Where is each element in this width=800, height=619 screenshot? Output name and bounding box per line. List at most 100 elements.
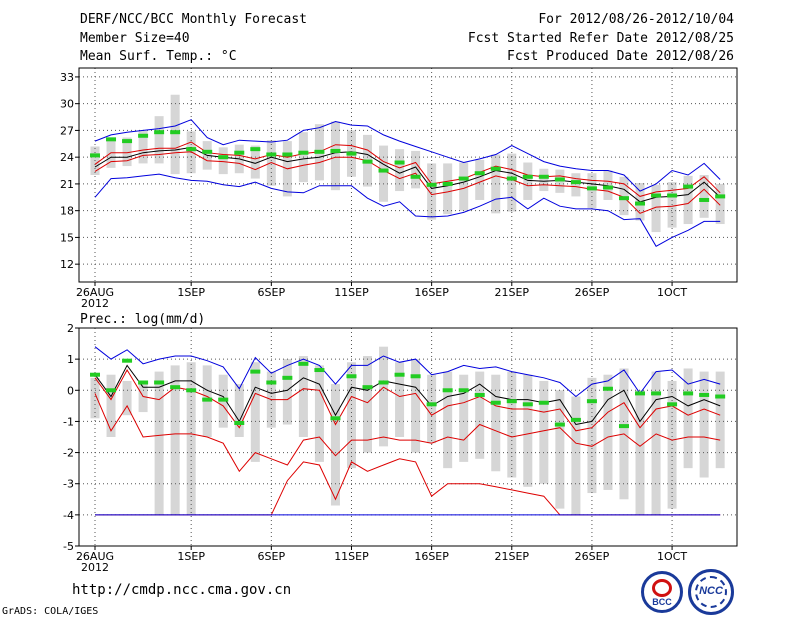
member-size: Member Size=40: [80, 31, 190, 46]
forecast-produced-date: Fcst Produced Date 2012/08/26: [507, 49, 734, 64]
prec-ensemble-median: [602, 386, 613, 391]
temp-ensemble-box: [651, 184, 661, 233]
temp-ensemble-median: [250, 147, 261, 152]
temp-xtick-label: 16SEP: [414, 286, 449, 299]
prec-ensemble-median: [426, 402, 437, 407]
temp-ensemble-median: [234, 150, 245, 155]
prec-ensemble-box: [154, 371, 164, 515]
temp-ensemble-median: [426, 182, 437, 187]
temp-ensemble-median: [266, 152, 277, 157]
temp-ensemble-median: [490, 166, 501, 171]
prec-ensemble-box: [234, 384, 244, 437]
prec-panel: -5 -4 -3 -2 -1 0 1 2 26AUG 1SEP 6SEP 11SEP 16SEP 21SE…: [63, 322, 738, 574]
prec-ensemble-box: [587, 377, 597, 494]
temp-xtick-label: 26AUG: [76, 286, 114, 299]
prec-ytick-label: -4: [63, 509, 74, 522]
prec-ensemble-box: [539, 380, 549, 484]
temp-ensemble-median: [218, 155, 229, 160]
temp-series-mean: [94, 146, 721, 203]
prec-ensemble-median: [106, 388, 117, 393]
temp-ensemble-box: [683, 175, 693, 225]
prec-ensemble-median: [683, 391, 694, 396]
temp-ensemble-median: [282, 152, 293, 157]
forecast-started-date: Fcst Started Refer Date 2012/08/25: [467, 31, 734, 46]
prec-ensemble-median: [506, 399, 517, 404]
temp-ensemble-median: [202, 149, 213, 154]
prec-ensemble-box: [282, 359, 292, 425]
temp-plot-frame: [78, 67, 738, 283]
temp-ensemble-median: [90, 153, 100, 158]
prec-series-upper: [94, 368, 721, 432]
prec-ensemble-median: [570, 417, 581, 422]
prec-ensemble-median: [522, 402, 533, 407]
temp-series-lower: [94, 151, 721, 214]
temp-ytick-label: 18: [60, 205, 74, 218]
temp-ensemble-box: [427, 163, 437, 220]
prec-ensemble-median: [618, 424, 629, 429]
temp-ensemble-box: [475, 159, 485, 200]
temp-ensemble-median: [138, 133, 149, 138]
temp-ytick-label: 12: [60, 258, 74, 271]
temp-ensemble-box: [443, 163, 453, 215]
footer-url[interactable]: http://cmdp.ncc.cma.gov.cn: [72, 582, 292, 598]
ncc-logo: NCC: [688, 569, 734, 615]
temp-ensemble-median: [699, 197, 710, 202]
prec-ytick-label: 1: [67, 353, 74, 366]
temp-ytick-label: 33: [60, 71, 74, 84]
temp-ensemble-median: [618, 196, 629, 201]
prec-ensemble-box: [555, 390, 565, 509]
prec-ytick-label: -5: [63, 540, 74, 553]
temp-ensemble-median: [474, 171, 485, 176]
temp-ensemble-median: [683, 184, 694, 189]
temp-series-upper: [94, 141, 721, 197]
temp-ensemble-box: [154, 116, 164, 164]
temp-ensemble-median: [554, 177, 565, 182]
temp-ensemble-median: [715, 194, 726, 199]
chart-title: DERF/NCC/BCC Monthly Forecast: [80, 12, 307, 27]
bcc-logo-emblem: [652, 579, 672, 597]
temp-xtick-label: 26SEP: [575, 286, 610, 299]
temp-ensemble-box: [138, 130, 148, 164]
prec-ensemble-median: [394, 372, 405, 377]
prec-ensemble-box: [475, 371, 485, 459]
prec-ensemble-median: [474, 392, 485, 397]
temp-ensemble-box: [218, 147, 228, 175]
prec-ensemble-median: [282, 375, 293, 380]
prec-series-mean: [94, 364, 721, 426]
prec-ensemble-median: [314, 368, 325, 373]
prec-ytick-label: -3: [63, 478, 74, 491]
prec-ensemble-box: [699, 371, 709, 478]
temp-xtick-label: 1OCT: [657, 286, 687, 299]
bcc-logo-label: BCC: [652, 597, 672, 607]
temp-ensemble-median: [570, 180, 581, 185]
temp-panel: 12 15 18 21 24 27 30 33 26AUG 1SEP 6SEP 11SEP 16SEP 2…: [60, 67, 738, 310]
prec-ensemble-median: [266, 380, 277, 385]
temp-ytick-label: 21: [60, 178, 74, 191]
temp-ensemble-box: [170, 94, 180, 175]
prec-ensemble-median: [234, 420, 245, 425]
prec-ytick-label: -2: [63, 447, 74, 460]
prec-ensemble-box: [459, 374, 469, 462]
temp-ensemble-median: [602, 185, 613, 190]
prec-ensemble-median: [90, 372, 100, 377]
temp-series-max: [94, 119, 721, 192]
prec-ensemble-median: [651, 391, 662, 396]
prec-ensemble-median: [635, 391, 646, 396]
prec-ensemble-median: [298, 361, 309, 366]
prec-ensemble-box: [346, 362, 356, 469]
temp-ensemble-median: [362, 159, 373, 164]
temp-ensemble-box: [379, 145, 389, 202]
prec-ensemble-box: [635, 390, 645, 515]
prec-ensemble-median: [586, 399, 597, 404]
temp-ensemble-box: [330, 121, 340, 191]
temp-ytick-label: 27: [60, 124, 74, 137]
prec-ensemble-box: [186, 362, 196, 515]
prec-ensemble-box: [715, 371, 725, 469]
temp-xtick-label: 21SEP: [494, 286, 529, 299]
prec-ensemble-box: [106, 374, 116, 437]
temp-ytick-label: 30: [60, 98, 74, 111]
prec-ensemble-median: [554, 422, 565, 427]
prec-ensemble-median: [362, 385, 373, 390]
temp-xtick-label: 1SEP: [177, 286, 205, 299]
prec-ytick-label: 2: [67, 322, 74, 335]
